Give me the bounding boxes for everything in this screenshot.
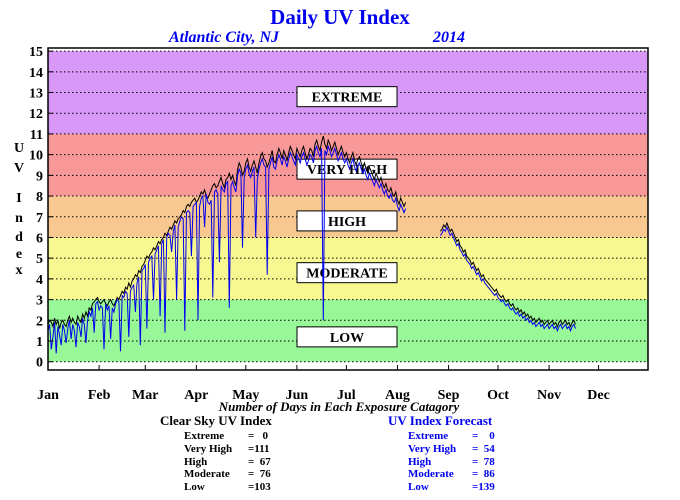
stat-value: = 78 [472,455,495,468]
y-tick-label: 7 [36,211,43,226]
y-tick-label: 14 [29,66,43,81]
stat-label: Very High [408,442,457,455]
forecast-stats: UV Index Forecast Extreme = 0 Very High = … [388,413,495,494]
stat-value: = 67 [248,455,271,468]
stat-label: Low [184,481,205,494]
y-tick-label: 12 [29,107,43,122]
chart-location: Atlantic City, NJ [168,29,280,46]
x-axis-caption: Number of Days in Each Exposure Catagory [218,399,460,414]
band-label: HIGH [328,215,366,230]
y-tick-label: 3 [36,294,43,309]
stat-row: Low =139 [388,481,495,494]
band-label: LOW [330,331,364,346]
stat-row: Extreme = 0 [160,430,272,443]
stat-label: Extreme [408,430,449,442]
stat-row: Moderate = 86 [388,468,495,481]
stat-value: =139 [472,481,495,494]
x-tick-label: Oct [487,388,509,403]
band-label: EXTREME [312,91,383,106]
y-axis-label-letter: e [16,247,22,262]
band-label-box [296,262,398,284]
y-tick-label: 1 [36,335,43,350]
x-tick-label: Jul [337,388,356,403]
band-label: MODERATE [306,267,387,282]
y-tick-label: 15 [29,45,43,60]
x-tick-label: Sep [438,388,460,403]
stat-row: High = 78 [388,456,495,469]
y-tick-label: 10 [29,149,43,164]
uv-series-lines [47,135,576,354]
stat-value: = 0 [248,430,269,442]
y-axis-label-letter: I [16,191,21,206]
clear-sky-series-line [47,135,576,329]
stat-row: Low =103 [160,481,272,494]
forecast-heading: UV Index Forecast [388,413,493,428]
x-tick-label: Dec [587,388,610,403]
stat-row: Extreme = 0 [388,430,495,443]
y-tick-label: 0 [36,356,43,371]
clear-sky-stats: Clear Sky UV Index Extreme = 0 Very High =… [160,413,272,494]
stat-row: Very High = 54 [388,443,495,456]
y-axis-label-letter: V [14,161,24,176]
plot-frame [47,47,649,371]
y-tick-label: 13 [29,87,43,102]
x-tick-label: Feb [88,388,111,403]
stat-value: = 86 [472,468,495,481]
y-axis-label-letter: x [16,263,23,278]
chart-year: 2014 [432,29,465,46]
stat-label: High [184,455,208,468]
y-tick-label: 5 [36,252,43,267]
stat-value: = 0 [472,430,495,442]
stat-label: Moderate [184,468,230,481]
forecast-series-line [47,144,576,354]
stat-label: Very High [184,442,233,455]
y-axis-label-letter: U [14,141,24,156]
y-tick-label: 4 [36,273,43,288]
stat-label: Extreme [184,430,225,442]
y-tick-label: 9 [36,169,43,184]
stat-value: = 76 [248,468,271,481]
x-tick-label: May [232,388,259,403]
y-tick-label: 8 [36,190,43,205]
stat-row: Very High =111 [160,443,272,456]
stat-label: Low [408,481,429,494]
x-tick-label: Jun [286,388,309,403]
stat-row: Moderate = 76 [160,468,272,481]
x-tick-label: Jan [37,388,59,403]
x-tick-label: Nov [537,388,561,403]
stat-value: =103 [248,481,271,494]
band-label-box [296,86,398,108]
y-axis-label-letter: d [15,230,23,245]
x-tick-label: Mar [132,388,158,403]
stat-row: High = 67 [160,456,272,469]
y-axis-label-letter: n [15,211,23,226]
y-tick-label: 11 [30,128,43,143]
x-tick-label: Aug [385,388,410,403]
band-label-box [296,326,398,348]
clear-sky-heading: Clear Sky UV Index [160,413,272,428]
y-tick-label: 6 [36,231,43,246]
x-axis-ticks: Jan Feb Mar Apr May Jun Jul Aug Sep Oct Nov Dec [37,365,610,403]
stat-value: =111 [248,442,270,455]
stat-label: Moderate [408,468,454,481]
chart-title: Daily UV Index [270,5,410,29]
stat-value: = 54 [472,442,495,455]
y-tick-label: 2 [36,314,43,329]
stat-label: High [408,455,432,468]
band-label: VERY HIGH [307,163,387,178]
x-tick-label: Apr [184,388,208,403]
